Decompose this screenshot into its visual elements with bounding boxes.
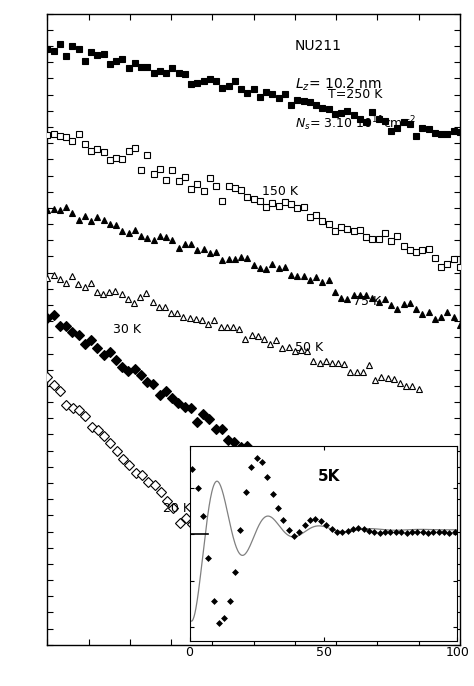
Text: 150 K: 150 K xyxy=(262,185,298,198)
Text: 50 K: 50 K xyxy=(295,340,323,353)
Text: 30 K: 30 K xyxy=(113,322,141,335)
Text: $L_z$= 10.2 nm: $L_z$= 10.2 nm xyxy=(295,77,382,93)
Text: T=250 K: T=250 K xyxy=(328,88,382,101)
Text: 5K: 5K xyxy=(318,469,340,484)
Text: 20 K: 20 K xyxy=(163,502,191,515)
Text: NU211: NU211 xyxy=(295,39,342,53)
Text: 75 K: 75 K xyxy=(353,295,381,308)
Text: $N_s$= 3.10 10$^{11}$cm$^{-2}$: $N_s$= 3.10 10$^{11}$cm$^{-2}$ xyxy=(295,115,416,133)
